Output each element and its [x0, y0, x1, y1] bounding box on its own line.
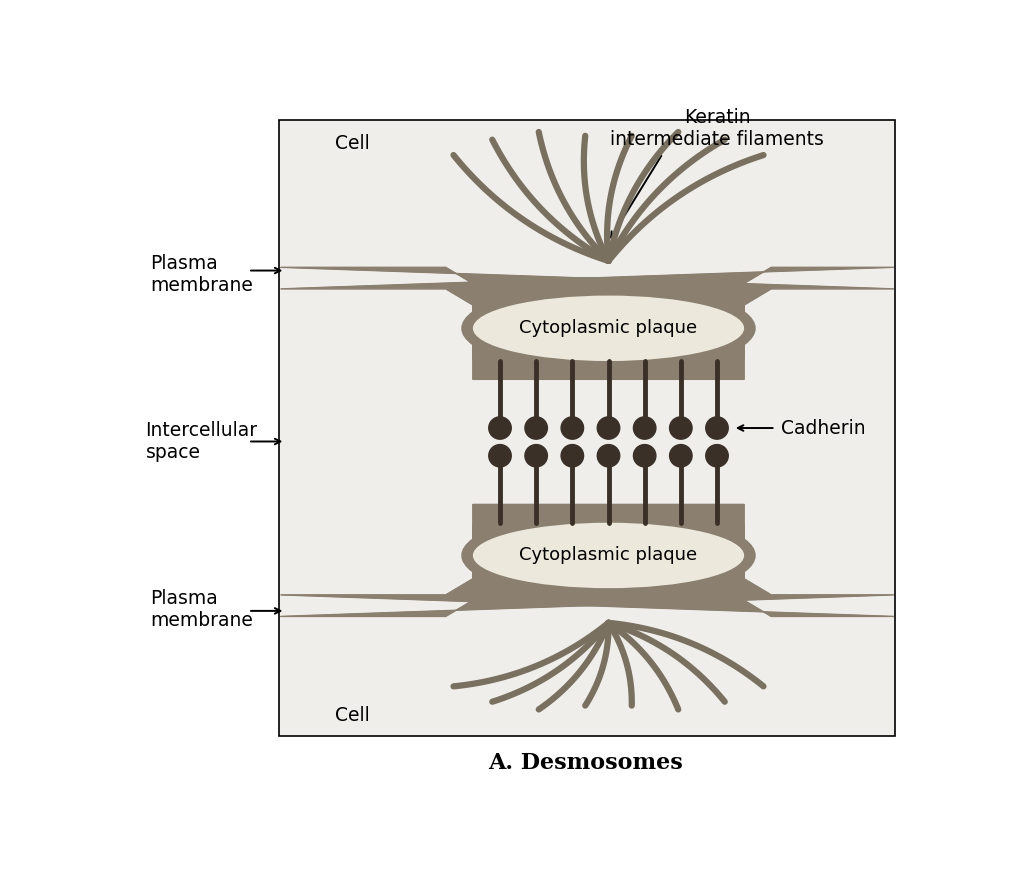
- Circle shape: [525, 416, 548, 439]
- Text: Cell: Cell: [336, 706, 370, 725]
- Circle shape: [488, 416, 511, 439]
- Circle shape: [597, 444, 620, 467]
- Text: Plasma
membrane: Plasma membrane: [151, 589, 253, 630]
- Text: Keratin
intermediate filaments: Keratin intermediate filaments: [610, 108, 824, 149]
- Text: Cytoplasmic plaque: Cytoplasmic plaque: [519, 319, 697, 337]
- Circle shape: [561, 444, 584, 467]
- Text: Cytoplasmic plaque: Cytoplasmic plaque: [519, 547, 697, 564]
- Circle shape: [561, 416, 584, 439]
- Text: Plasma
membrane: Plasma membrane: [151, 254, 253, 295]
- Text: Cell: Cell: [336, 134, 370, 153]
- Ellipse shape: [461, 511, 756, 599]
- Text: Cadherin: Cadherin: [781, 418, 865, 438]
- Circle shape: [488, 444, 511, 467]
- Text: Intercellular
space: Intercellular space: [145, 421, 258, 462]
- FancyBboxPatch shape: [280, 121, 895, 737]
- Circle shape: [670, 416, 692, 439]
- Ellipse shape: [473, 296, 744, 361]
- Circle shape: [670, 444, 692, 467]
- Polygon shape: [281, 504, 894, 616]
- Circle shape: [634, 444, 656, 467]
- Circle shape: [525, 444, 548, 467]
- Ellipse shape: [473, 522, 744, 588]
- Circle shape: [634, 416, 656, 439]
- Ellipse shape: [461, 284, 756, 373]
- Circle shape: [706, 444, 728, 467]
- Circle shape: [706, 416, 728, 439]
- Polygon shape: [281, 268, 894, 380]
- Circle shape: [597, 416, 620, 439]
- Text: A. Desmosomes: A. Desmosomes: [487, 752, 683, 774]
